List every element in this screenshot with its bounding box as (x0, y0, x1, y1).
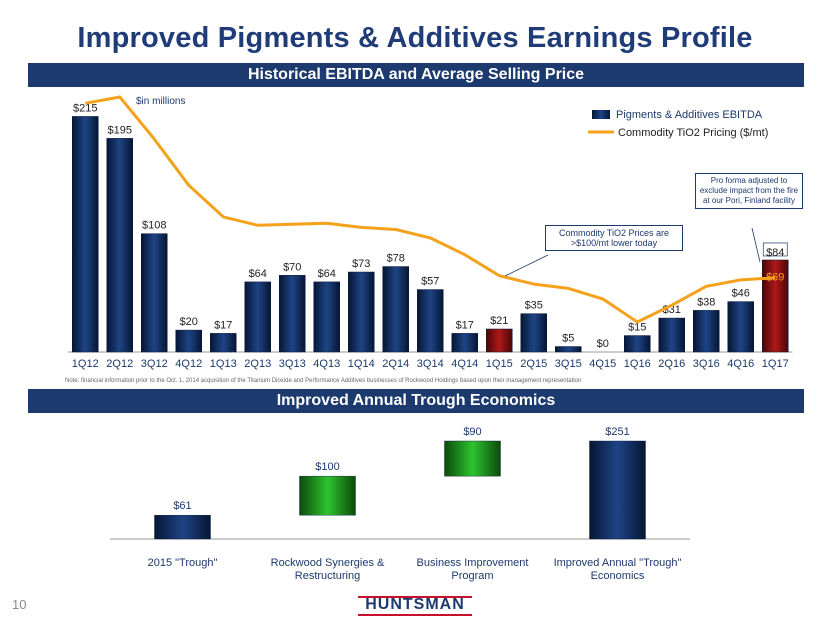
ebitda-bar (244, 281, 271, 353)
ebitda-bar (451, 333, 478, 353)
category-label: 2Q15 (520, 358, 547, 370)
trough-category-label: Rockwood Synergies & Restructuring (271, 557, 385, 582)
category-label: 3Q15 (555, 358, 582, 370)
ebitda-value-label: $57 (421, 276, 439, 288)
category-label: 1Q14 (348, 358, 375, 370)
ebitda-value-label: $5 (562, 333, 574, 345)
label-box (762, 242, 788, 257)
category-label: 1Q16 (624, 358, 651, 370)
ebitda-bar (313, 281, 340, 353)
section-header-trough: Improved Annual Trough Economics (28, 389, 804, 413)
trough-value-label: $100 (315, 461, 339, 473)
units-label: $in millions (136, 96, 185, 107)
footnote: Note: financial information prior to the… (65, 378, 582, 384)
ebitda-value-label: $0 (597, 338, 609, 350)
ebitda-bar (141, 233, 168, 353)
ebitda-value-label: $17 (456, 319, 474, 331)
category-label: 4Q16 (727, 358, 754, 370)
ebitda-bar (175, 329, 202, 353)
ebitda-bar (762, 259, 789, 353)
ebitda-value-label: $20 (180, 316, 198, 328)
legend-swatch-ebitda (592, 110, 610, 119)
callout-pointer-tio2 (504, 254, 549, 277)
ebitda-value-label: $215 (73, 102, 97, 114)
callout-pro-forma: Pro forma adjusted to exclude impact fro… (695, 173, 803, 209)
trough-category-label: Improved Annual "Trough" Economics (554, 557, 682, 582)
category-label: 3Q13 (279, 358, 306, 370)
category-label: 2Q14 (382, 358, 409, 370)
ebitda-value-label: $108 (142, 220, 166, 232)
legend-label-ebitda: Pigments & Additives EBITDA (616, 109, 763, 121)
ebitda-value-label: $17 (214, 319, 232, 331)
ebitda-bar (555, 346, 582, 353)
trough-category-label: Business Improvement Program (417, 557, 529, 582)
category-label: 2Q12 (106, 358, 133, 370)
page-title: Improved Pigments & Additives Earnings P… (77, 22, 753, 54)
trough-value-label: $251 (605, 426, 629, 438)
trough-bar (444, 440, 501, 477)
ebitda-bar (693, 310, 720, 353)
trough-bar (299, 475, 356, 516)
ebitda-value-label: $64 (249, 268, 267, 280)
ebitda-value-label: $70 (283, 261, 301, 273)
ebitda-bar (727, 301, 754, 353)
category-label: 2Q13 (244, 358, 271, 370)
ebitda-value-label: $73 (352, 258, 370, 270)
ebitda-bar (520, 313, 547, 353)
ebitda-value-label: $38 (697, 296, 715, 308)
ebitda-bar (348, 271, 375, 353)
callout-pointer-proforma (751, 227, 761, 263)
category-label: 4Q13 (313, 358, 340, 370)
ebitda-bar (382, 266, 409, 353)
ebitda-bar (486, 328, 513, 353)
ebitda-bar (210, 333, 237, 353)
ebitda-bar (417, 289, 444, 353)
ebitda-value-label: $15 (628, 322, 646, 334)
trough-value-label: $90 (463, 426, 481, 438)
trough-bar (154, 514, 211, 540)
category-label: 1Q15 (486, 358, 513, 370)
category-label: 3Q14 (417, 358, 444, 370)
category-label: 1Q17 (762, 358, 789, 370)
page-number: 10 (12, 597, 27, 612)
ebitda-bar (624, 335, 651, 353)
ebitda-bar (106, 138, 133, 353)
ebitda-value-label: $35 (525, 300, 543, 312)
category-label: 4Q15 (589, 358, 616, 370)
category-label: 3Q16 (693, 358, 720, 370)
trough-category-label: 2015 "Trough" (148, 557, 218, 569)
category-label: 2Q16 (658, 358, 685, 370)
ebitda-value-label: $64 (318, 268, 336, 280)
huntsman-logo: HUNTSMAN (358, 596, 472, 616)
ebitda-value-label: $21 (490, 315, 508, 327)
category-label: 1Q12 (72, 358, 99, 370)
category-label: 1Q13 (210, 358, 237, 370)
ebitda-bar (72, 116, 99, 353)
logo-text: HUNTSMAN (365, 596, 465, 613)
callout-tio2-prices: Commodity TiO2 Prices are >$100/mt lower… (545, 225, 683, 251)
ebitda-value-label: $84 (766, 247, 784, 259)
trough-value-label: $61 (173, 500, 191, 512)
ebitda-value-label: $78 (387, 253, 405, 265)
section-header-historical: Historical EBITDA and Average Selling Pr… (28, 63, 804, 87)
category-label: 3Q12 (141, 358, 168, 370)
ebitda-bar (279, 275, 306, 353)
ebitda-value-label: $195 (108, 124, 132, 136)
tio2-price-line (85, 95, 776, 324)
trough-bar (589, 440, 646, 540)
ebitda-bar (658, 317, 685, 353)
category-label: 4Q12 (175, 358, 202, 370)
category-label: 4Q14 (451, 358, 478, 370)
legend-label-tio2: Commodity TiO2 Pricing ($/mt) (618, 127, 768, 139)
ebitda-value-label: $46 (732, 288, 750, 300)
